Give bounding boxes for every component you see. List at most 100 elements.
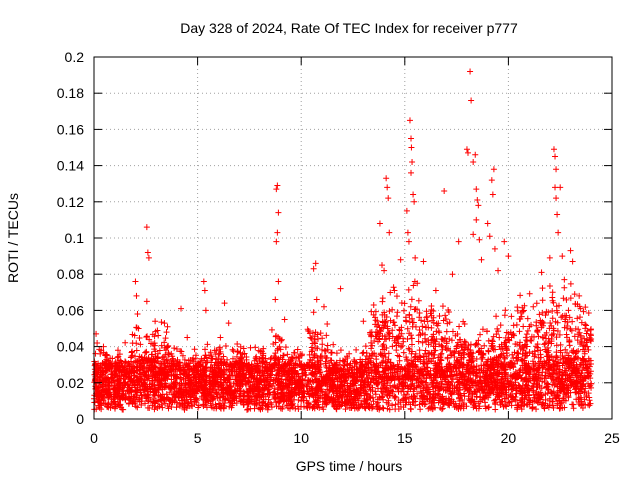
roti-point [546,363,553,370]
roti-point [545,357,552,364]
roti-point [493,391,500,398]
roti-point [190,358,197,365]
roti-point [513,354,520,361]
roti-point [484,379,491,386]
roti-point [326,359,333,366]
roti-point [305,377,312,384]
roti-point [391,366,398,373]
roti-point [154,358,161,365]
roti-point [292,369,299,376]
roti-point [534,341,541,348]
roti-point [446,372,453,379]
roti-point [104,401,111,408]
roti-point [370,398,377,405]
roti-point [218,384,225,391]
roti-point [580,308,587,315]
roti-point [237,355,244,362]
roti-point [565,307,572,314]
roti-point [396,327,403,334]
roti-point [499,385,506,392]
roti-point [407,303,414,310]
roti-point [229,346,236,353]
roti-point [164,356,171,363]
roti-point [583,393,590,400]
roti-point [131,393,138,400]
roti-point [284,351,291,358]
roti-point [513,374,520,381]
roti-point [563,331,570,338]
roti-point [371,362,378,369]
roti-point [396,357,403,364]
roti-point [187,384,194,391]
roti-point [142,400,149,407]
roti-point [400,388,407,395]
roti-point [368,339,375,346]
roti-point [125,382,132,389]
roti-point [423,313,430,320]
roti-point [334,401,341,408]
roti-point [137,371,144,378]
roti-point [314,385,321,392]
roti-point [217,348,224,355]
roti-point [496,353,503,360]
roti-point [271,394,278,401]
roti-point [381,380,388,387]
roti-point [326,386,333,393]
roti-point [387,359,394,366]
roti-point [155,384,162,391]
roti-point [385,389,392,396]
roti-point [557,400,564,407]
roti-point [479,326,486,333]
roti-point [579,382,586,389]
roti-point [503,387,510,394]
roti-point [436,341,443,348]
roti-point [428,403,435,410]
roti-point [546,356,553,363]
roti-point [310,378,317,385]
roti-point [112,390,119,397]
roti-point [573,378,580,385]
roti-point [508,334,515,341]
roti-point [521,376,528,383]
roti-point [372,314,379,321]
roti-point [436,386,443,393]
roti-point [514,371,521,378]
roti-point [465,361,472,368]
roti-point [442,312,449,319]
roti-point [414,390,421,397]
roti-point [226,394,233,401]
roti-point [572,300,579,307]
roti-point [133,347,140,354]
roti-point [162,381,169,388]
roti-point [158,319,165,326]
roti-point [429,317,436,324]
roti-point [279,386,286,393]
roti-point [423,308,430,315]
roti-point [282,344,289,351]
roti-point [119,395,126,402]
roti-point [585,346,592,353]
roti-point [271,355,278,362]
roti-point [339,394,346,401]
roti-point [385,350,392,357]
roti-point [306,363,313,370]
roti-point [327,375,334,382]
roti-point [100,386,107,393]
roti-point [490,359,497,366]
roti-point [572,354,579,361]
roti-point [529,383,536,390]
roti-point [170,365,177,372]
roti-point [436,329,443,336]
roti-point [365,364,372,371]
roti-point [585,390,592,397]
roti-point [510,355,517,362]
roti-point [93,362,100,369]
roti-point [148,356,155,363]
roti-point [236,383,243,390]
roti-point [534,399,541,406]
roti-point [200,357,207,364]
roti-point [185,392,192,399]
roti-point [206,388,213,395]
roti-point [443,340,450,347]
roti-point [583,322,590,329]
